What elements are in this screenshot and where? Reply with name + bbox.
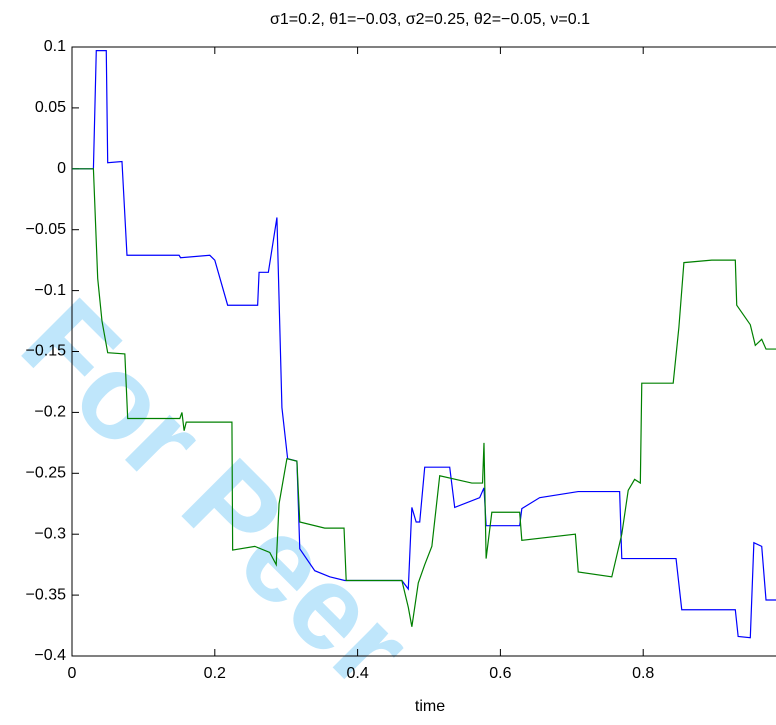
y-tick-label: 0.05 — [35, 99, 66, 116]
y-tick-label: −0.3 — [34, 525, 66, 542]
line-series — [72, 168, 776, 627]
x-tick-label: 0.2 — [204, 665, 226, 682]
y-tick-label: −0.4 — [34, 647, 66, 664]
y-tick-label: −0.1 — [34, 282, 66, 299]
chart-title: σ1=0.2, θ1=−0.03, σ2=0.25, θ2=−0.05, ν=0… — [270, 11, 590, 28]
y-tick-label: −0.35 — [26, 586, 67, 603]
axes-box — [71, 46, 776, 657]
y-tick-label: −0.2 — [34, 404, 66, 421]
x-tick-label: 0 — [68, 665, 77, 682]
y-tick-label: −0.05 — [26, 221, 67, 238]
x-tick-label: 0.6 — [489, 665, 511, 682]
x-tick-label: 0.8 — [632, 665, 654, 682]
y-tick-label: −0.25 — [26, 465, 67, 482]
y-tick-label: −0.15 — [26, 343, 67, 360]
line-series — [72, 50, 776, 639]
x-tick-label: 0.4 — [346, 665, 368, 682]
x-axis-label: time — [415, 698, 445, 715]
y-tick-label: 0 — [57, 160, 66, 177]
y-tick-label: 0.1 — [44, 38, 66, 55]
